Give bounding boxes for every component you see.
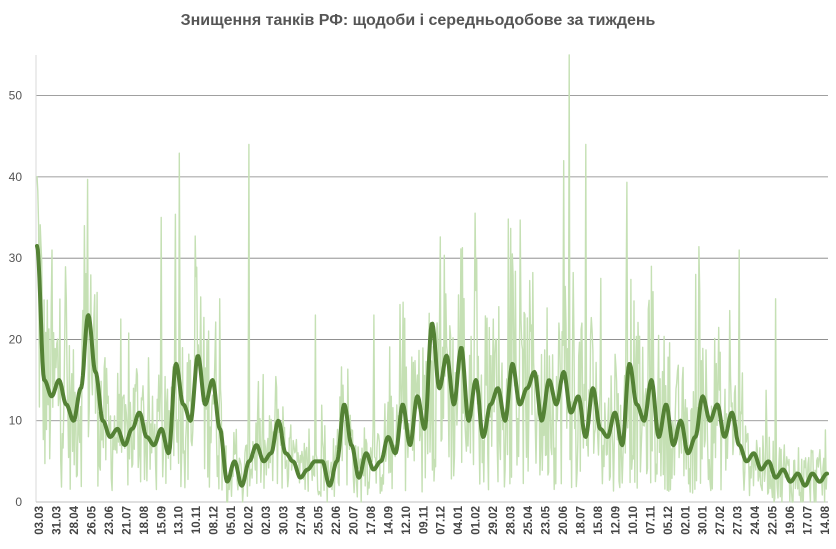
- x-tick-label: 10.11: [191, 505, 203, 534]
- x-tick-label: 05.12: [663, 506, 675, 535]
- x-tick-label: 22.05: [768, 505, 780, 534]
- x-tick-label: 04.01: [453, 505, 465, 534]
- x-tick-label: 27.03: [733, 506, 745, 535]
- x-tick-label: 28.03: [506, 506, 518, 535]
- x-tick-label: 25.05: [313, 505, 325, 534]
- x-tick-label: 15.09: [156, 506, 168, 535]
- x-tick-label: 07.11: [645, 505, 657, 534]
- y-tick-label: 20: [9, 332, 23, 346]
- x-tick-label: 28.04: [69, 505, 81, 534]
- x-tick-label: 03.03: [34, 506, 46, 535]
- x-tick-label: 02.03: [261, 506, 273, 535]
- y-tick-label: 10: [9, 414, 23, 428]
- x-tick-label: 02.01: [680, 505, 692, 534]
- x-tick-label: 30.01: [698, 505, 710, 534]
- x-tick-label: 29.02: [488, 506, 500, 535]
- x-tick-label: 26.05: [86, 505, 98, 534]
- x-tick-label: 01.02: [471, 506, 483, 535]
- x-tick-label: 02.02: [244, 506, 256, 535]
- x-tick-label: 14.08: [820, 505, 832, 534]
- y-tick-label: 0: [15, 495, 22, 509]
- x-tick-label: 17.07: [803, 506, 815, 535]
- x-tick-label: 18.07: [575, 506, 587, 535]
- x-tick-label: 13.10: [174, 506, 186, 535]
- x-tick-label: 27.02: [715, 506, 727, 535]
- chart-title: Знищення танків РФ: щодоби і середньодоб…: [180, 12, 656, 29]
- series-daily-line: [36, 54, 828, 503]
- x-tick-label: 12.10: [401, 506, 413, 535]
- x-tick-label: 27.04: [296, 505, 308, 534]
- x-tick-label: 05.01: [226, 505, 238, 534]
- y-tick-label: 40: [9, 170, 23, 184]
- x-tick-label: 20.07: [348, 506, 360, 535]
- x-tick-label: 22.06: [331, 506, 343, 535]
- x-tick-label: 12.09: [610, 506, 622, 535]
- x-tick-label: 10.10: [628, 506, 640, 535]
- x-tick-label: 07.12: [436, 506, 448, 535]
- x-tick-label: 31.03: [51, 506, 63, 535]
- x-tick-label: 23.06: [104, 506, 116, 535]
- x-tick-label: 30.03: [279, 506, 291, 535]
- x-tick-label: 19.06: [785, 506, 797, 535]
- x-tick-label: 23.05: [541, 505, 553, 534]
- x-tick-label: 21.07: [121, 506, 133, 535]
- x-tick-label: 14.09: [383, 506, 395, 535]
- x-tick-label: 24.04: [750, 505, 762, 534]
- y-tick-label: 50: [9, 89, 23, 103]
- x-tick-label: 20.06: [558, 506, 570, 535]
- y-tick-label: 30: [9, 251, 23, 265]
- x-tick-label: 18.08: [139, 505, 151, 534]
- series-weekly-average-line: [35, 244, 829, 488]
- x-tick-label: 09.11: [418, 505, 430, 534]
- x-tick-label: 17.08: [366, 505, 378, 534]
- x-tick-label: 08.12: [209, 506, 221, 535]
- x-tick-label: 15.08: [593, 505, 605, 534]
- x-tick-label: 25.04: [523, 505, 535, 534]
